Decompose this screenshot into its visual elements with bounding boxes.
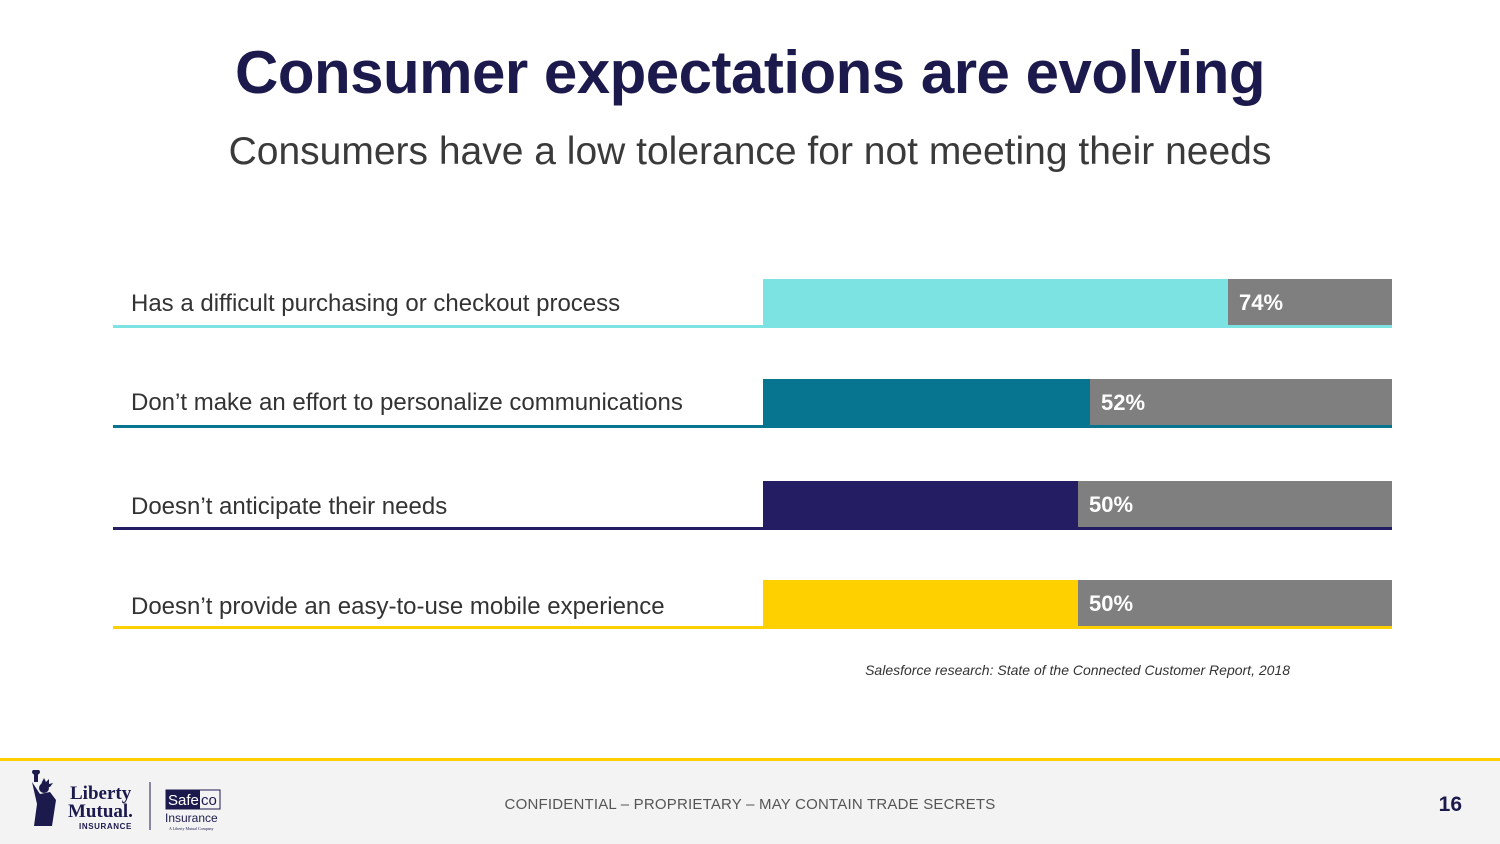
category-label: Doesn’t provide an easy-to-use mobile ex…: [131, 593, 665, 620]
bar-underline: [113, 626, 1392, 629]
safeco-insurance-text: Insurance: [165, 811, 218, 825]
liberty-insurance-text: INSURANCE: [79, 822, 132, 831]
statue-of-liberty-icon: [32, 770, 56, 826]
data-label: 50%: [1089, 492, 1134, 517]
confidential-notice: CONFIDENTIAL – PROPRIETARY – MAY CONTAIN…: [504, 796, 996, 813]
slide-title: Consumer expectations are evolving: [234, 39, 1266, 106]
liberty-text-line2: Mutual.: [68, 801, 133, 822]
bar-underline: [113, 425, 1392, 428]
bar-underline: [113, 527, 1392, 530]
data-label: 74%: [1239, 290, 1284, 315]
bar: [763, 379, 1090, 426]
liberty-text-line1: Liberty: [70, 783, 132, 804]
data-label: 50%: [1089, 591, 1134, 616]
page-number: 16: [1438, 793, 1462, 816]
footer: Liberty Mutual. INSURANCE Safe co Insura…: [0, 758, 1500, 844]
category-label: Don’t make an effort to personalize comm…: [131, 389, 683, 416]
bar: [763, 481, 1078, 528]
footer-divider: [0, 758, 1500, 761]
category-label: Has a difficult purchasing or checkout p…: [131, 290, 621, 317]
safeco-text-b: co: [201, 792, 217, 809]
bar: [763, 279, 1228, 326]
data-label: 52%: [1101, 390, 1146, 415]
source-citation: Salesforce research: State of the Connec…: [865, 662, 1290, 678]
safeco-text-a: Safe: [168, 792, 199, 809]
bar-underline: [113, 325, 1392, 328]
bar-chart: Has a difficult purchasing or checkout p…: [113, 279, 1392, 629]
bar: [763, 580, 1078, 627]
slide-subtitle: Consumers have a low tolerance for not m…: [228, 130, 1272, 173]
category-label: Doesn’t anticipate their needs: [131, 493, 448, 520]
liberty-mutual-safeco-logo: Liberty Mutual. INSURANCE Safe co Insura…: [32, 770, 221, 831]
safeco-tagline: A Liberty Mutual Company: [169, 826, 214, 831]
